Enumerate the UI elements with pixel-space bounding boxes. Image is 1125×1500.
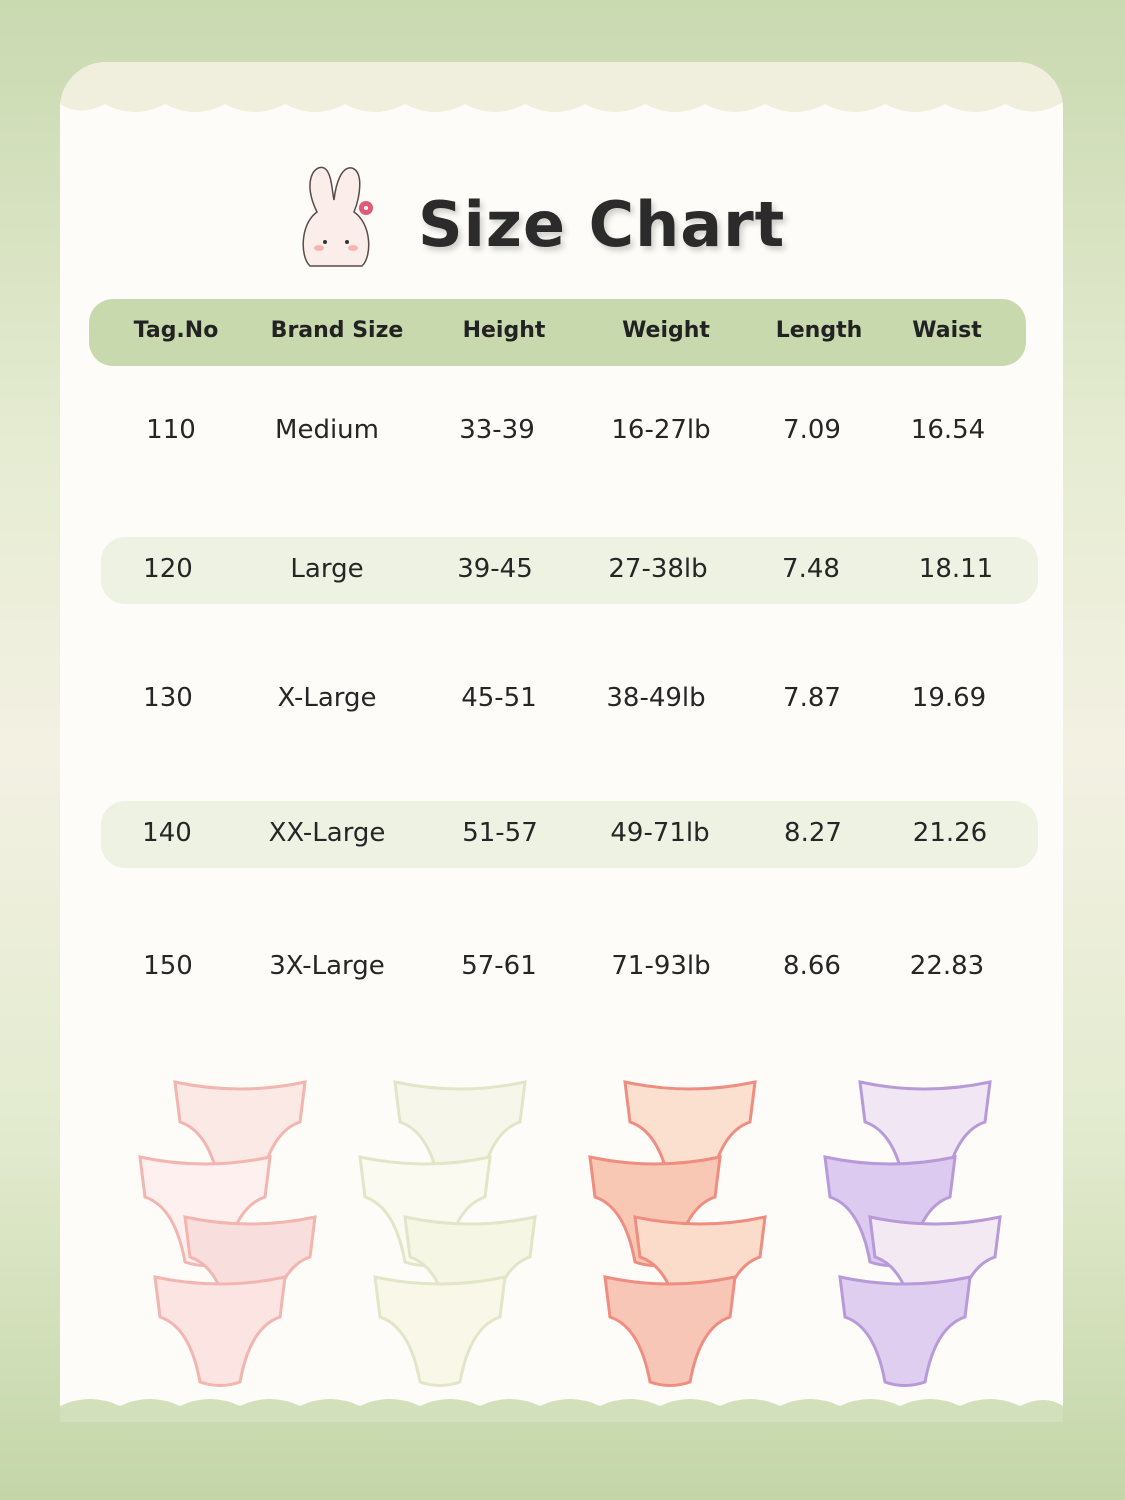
cell-tag-no: 110 bbox=[146, 415, 196, 445]
cell-height: 39-45 bbox=[457, 554, 533, 584]
product-brief-image bbox=[838, 1275, 972, 1387]
cell-tag-no: 130 bbox=[143, 683, 193, 713]
column-header-waist: Waist bbox=[912, 318, 982, 343]
cell-waist: 16.54 bbox=[910, 415, 986, 445]
cell-waist: 21.26 bbox=[912, 818, 988, 848]
cell-height: 45-51 bbox=[461, 683, 537, 713]
cell-brand-size: Large bbox=[290, 554, 364, 584]
table-header: Tag.No Brand Size Height Weight Length W… bbox=[89, 299, 1026, 366]
product-brief-image bbox=[373, 1275, 507, 1387]
table-row: 150 3X-Large 57-61 71-93lb 8.66 22.83 bbox=[101, 934, 1038, 1001]
cell-waist: 19.69 bbox=[911, 683, 987, 713]
cell-brand-size: Medium bbox=[275, 415, 379, 445]
table-row: 130 X-Large 45-51 38-49lb 7.87 19.69 bbox=[101, 666, 1038, 733]
cell-tag-no: 140 bbox=[142, 818, 192, 848]
cell-length: 8.66 bbox=[783, 951, 841, 981]
cell-height: 57-61 bbox=[461, 951, 537, 981]
cell-length: 7.48 bbox=[782, 554, 840, 584]
size-chart-card: Size Chart Tag.No Brand Size Height Weig… bbox=[60, 62, 1063, 1422]
cell-brand-size: 3X-Large bbox=[269, 951, 385, 981]
cell-weight: 38-49lb bbox=[606, 683, 706, 713]
cell-length: 7.09 bbox=[783, 415, 841, 445]
product-brief-image bbox=[603, 1275, 737, 1387]
product-brief-image bbox=[153, 1275, 287, 1387]
table-row: 140 XX-Large 51-57 49-71lb 8.27 21.26 bbox=[101, 801, 1038, 868]
table-row: 120 Large 39-45 27-38lb 7.48 18.11 bbox=[101, 537, 1038, 604]
column-header-tag-no: Tag.No bbox=[133, 318, 219, 343]
cell-length: 8.27 bbox=[784, 818, 842, 848]
product-photos bbox=[138, 1080, 1002, 1387]
column-header-length: Length bbox=[775, 318, 863, 343]
cell-weight: 27-38lb bbox=[608, 554, 708, 584]
cell-waist: 18.11 bbox=[918, 554, 994, 584]
bunny-mascot-icon bbox=[302, 166, 373, 267]
cell-length: 7.87 bbox=[783, 683, 841, 713]
scalloped-bottom-band bbox=[60, 1399, 1063, 1422]
table-row: 110 Medium 33-39 16-27lb 7.09 16.54 bbox=[101, 398, 1038, 465]
column-header-height: Height bbox=[462, 318, 546, 343]
cell-weight: 71-93lb bbox=[611, 951, 711, 981]
cell-height: 33-39 bbox=[459, 415, 535, 445]
cell-tag-no: 150 bbox=[143, 951, 193, 981]
column-header-brand-size: Brand Size bbox=[270, 318, 404, 343]
scalloped-header-band bbox=[60, 62, 1063, 112]
cell-weight: 16-27lb bbox=[611, 415, 711, 445]
column-header-weight: Weight bbox=[622, 318, 710, 343]
cell-brand-size: XX-Large bbox=[268, 818, 386, 848]
cell-brand-size: X-Large bbox=[277, 683, 377, 713]
cell-waist: 22.83 bbox=[909, 951, 985, 981]
cell-weight: 49-71lb bbox=[610, 818, 710, 848]
page-title: Size Chart bbox=[418, 188, 786, 261]
cell-tag-no: 120 bbox=[143, 554, 193, 584]
cell-height: 51-57 bbox=[462, 818, 538, 848]
